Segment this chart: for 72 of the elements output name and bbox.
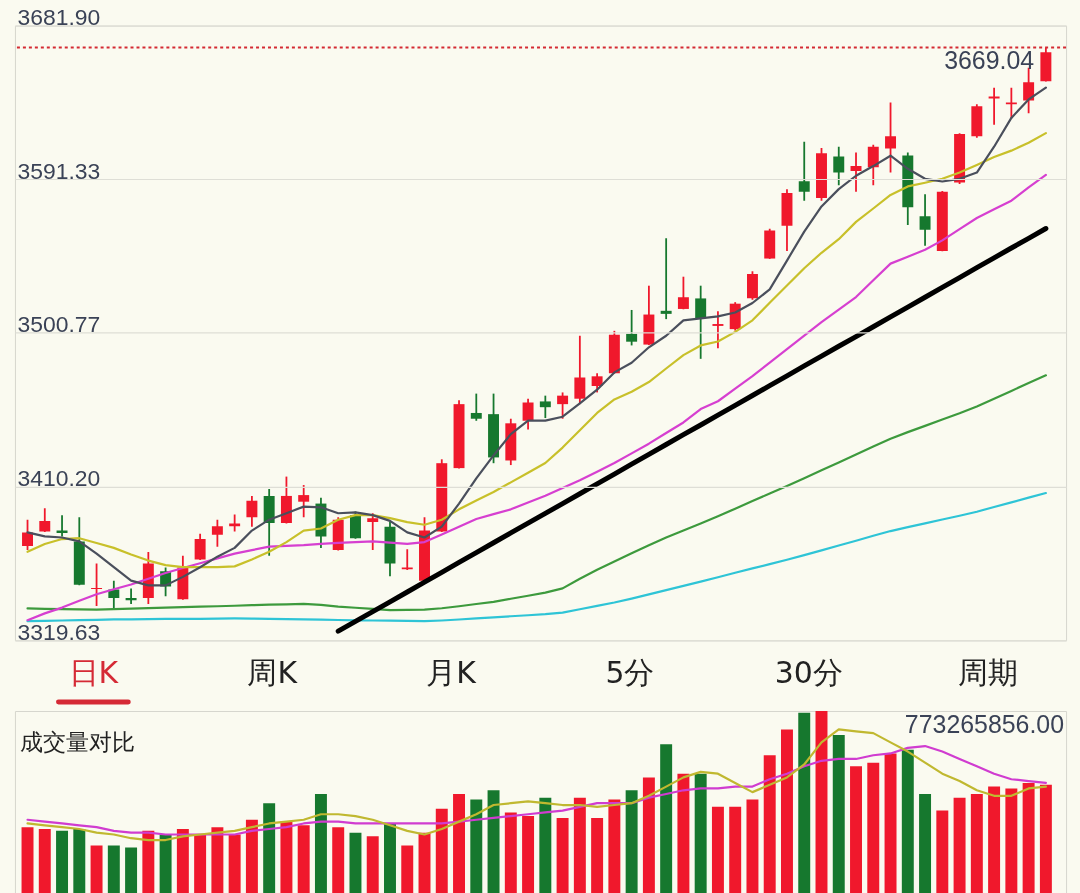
- bar: [556, 817, 569, 893]
- bar: [142, 830, 155, 893]
- bar: [263, 803, 276, 893]
- annotation: 773265856.00: [904, 709, 1065, 738]
- bar: [832, 734, 845, 893]
- bar: [332, 827, 345, 893]
- bar: [850, 766, 862, 893]
- bar: [919, 793, 932, 893]
- bar: [677, 773, 690, 893]
- bar: [901, 749, 914, 893]
- bar: [228, 834, 241, 893]
- bar: [867, 762, 880, 893]
- bar: [73, 828, 86, 893]
- bar: [1005, 788, 1018, 893]
- bar: [349, 832, 362, 893]
- y-tick-label: 3319.63: [17, 618, 101, 645]
- bar: [314, 793, 327, 893]
- bar: [384, 823, 396, 893]
- bar: [366, 836, 379, 893]
- bar: [470, 799, 483, 893]
- text: 月K: [426, 655, 478, 691]
- bar: [159, 834, 172, 893]
- bar: [435, 808, 448, 893]
- bar: [746, 799, 759, 893]
- bar: [107, 845, 120, 893]
- y-tick-label: 3681.90: [17, 4, 101, 31]
- bar: [90, 845, 103, 893]
- text: 30分: [774, 655, 843, 691]
- ref-line-label: 3669.04: [944, 46, 1035, 75]
- bar: [401, 845, 414, 893]
- y-tick-label: 3500.77: [17, 311, 101, 338]
- text: 周K: [247, 655, 299, 691]
- bar: [953, 797, 966, 893]
- bar: [56, 830, 69, 893]
- text: 5分: [605, 655, 655, 691]
- bar: [625, 790, 638, 893]
- bar: [280, 821, 293, 893]
- bar: [642, 777, 655, 893]
- text: 成交量对比: [19, 728, 135, 755]
- text: 周期: [957, 655, 1018, 691]
- y-tick-label: 3410.20: [17, 465, 101, 492]
- bar: [660, 744, 673, 893]
- bar: [936, 810, 949, 893]
- bar: [245, 819, 258, 893]
- bar: [884, 753, 897, 893]
- bar: [798, 712, 811, 893]
- bar: [1039, 784, 1052, 893]
- bar: [781, 729, 793, 893]
- bar: [453, 793, 466, 893]
- bar: [125, 847, 138, 893]
- bar: [38, 828, 51, 893]
- bar: [176, 828, 189, 893]
- bar: [729, 806, 742, 893]
- y-tick-label: 3591.33: [17, 157, 101, 184]
- bar: [970, 793, 983, 893]
- bar: [608, 799, 621, 893]
- bar: [487, 790, 500, 893]
- bar: [988, 786, 1001, 893]
- bar: [522, 816, 535, 893]
- bar: [694, 773, 707, 893]
- bar: [591, 817, 604, 893]
- bar: [297, 825, 310, 893]
- bar: [711, 806, 724, 893]
- bar: [194, 834, 207, 893]
- bar: [211, 827, 224, 893]
- bar: [504, 812, 517, 893]
- bar: [539, 797, 552, 893]
- bar: [1022, 782, 1035, 893]
- bar: [573, 797, 586, 893]
- bar: [763, 755, 776, 893]
- bar: [21, 827, 34, 893]
- text: 日K: [68, 655, 120, 691]
